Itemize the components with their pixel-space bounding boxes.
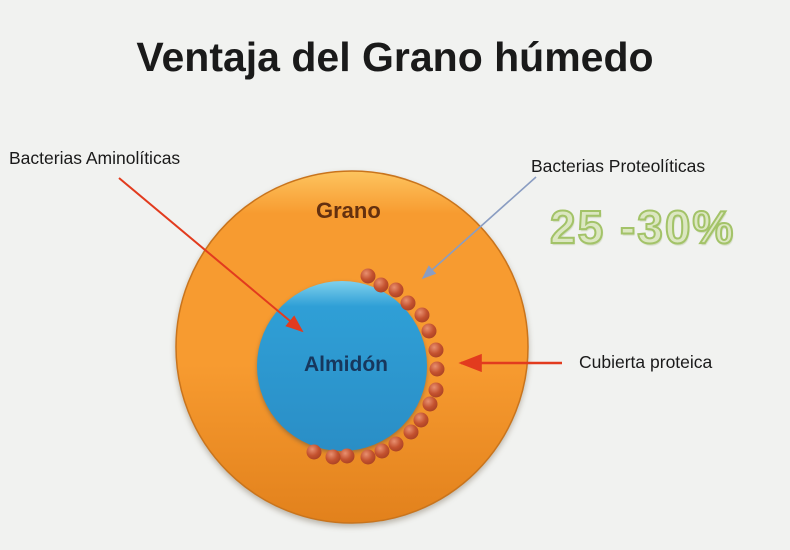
bacteria-dot: [306, 444, 322, 460]
slide-title: Ventaja del Grano húmedo: [136, 34, 654, 80]
bacteria-dot: [403, 424, 419, 440]
bacteria-dot: [360, 449, 376, 465]
bacteria-dot: [422, 396, 438, 412]
bacteria-dot: [428, 342, 444, 358]
bacteria-dot: [421, 323, 437, 339]
bacteria-dot: [413, 412, 429, 428]
bacteria-dot: [428, 382, 444, 398]
label-grano: Grano: [316, 198, 381, 223]
aminolytic-arrow: [118, 177, 304, 333]
bacteria-dot: [374, 443, 390, 459]
bacteria-dot: [360, 268, 376, 284]
label-almidon: Almidón: [304, 353, 388, 376]
bacteria-dot: [388, 282, 404, 298]
bacteria-dot: [400, 295, 416, 311]
label-cubierta-proteica: Cubierta proteica: [579, 352, 713, 372]
bacteria-dot: [388, 436, 404, 452]
label-bacterias-aminoliticas: Bacterias Aminolíticas: [9, 148, 181, 168]
bacteria-dot: [373, 277, 389, 293]
percentage-value: 25 -30%: [549, 200, 736, 254]
label-bacterias-proteoliticas: Bacterias Proteolíticas: [531, 156, 706, 176]
bacteria-dot: [414, 307, 430, 323]
bacteria-dots: [306, 268, 445, 465]
bacteria-dot: [429, 361, 445, 377]
proteolytic-arrow: [421, 176, 537, 280]
bacteria-dot: [339, 448, 355, 464]
bacteria-dot: [325, 449, 341, 465]
